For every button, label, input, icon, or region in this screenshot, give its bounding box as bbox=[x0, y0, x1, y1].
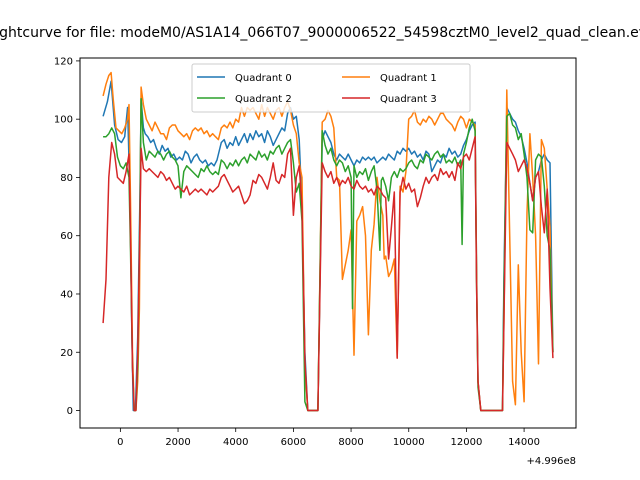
x-tick-label: 14000 bbox=[508, 437, 540, 448]
legend-label-quadrant-0: Quadrant 0 bbox=[235, 73, 292, 84]
series-line-quadrant-1 bbox=[102, 71, 554, 412]
x-offset-label: +4.996e8 bbox=[526, 456, 576, 467]
legend-label-quadrant-3: Quadrant 3 bbox=[380, 94, 437, 105]
series-line-quadrant-0 bbox=[102, 80, 554, 412]
series-line-quadrant-3 bbox=[102, 135, 554, 412]
y-tick-label: 20 bbox=[60, 348, 73, 359]
x-tick-label: 6000 bbox=[281, 437, 306, 448]
chart-title: Lightcurve for file: modeM0/AS1A14_066T0… bbox=[0, 25, 640, 41]
plot-lines bbox=[102, 71, 554, 412]
plot-frame bbox=[79, 57, 577, 429]
y-axis: 0 20 40 60 80 100 120 bbox=[54, 56, 80, 417]
x-tick-label: 8000 bbox=[338, 437, 363, 448]
x-tick-label: 10000 bbox=[393, 437, 425, 448]
legend: Quadrant 0 Quadrant 1 Quadrant 2 Quadrant 3 bbox=[191, 63, 471, 113]
x-tick-label: 0 bbox=[117, 437, 123, 448]
y-tick-label: 60 bbox=[60, 231, 73, 242]
legend-label-quadrant-2: Quadrant 2 bbox=[235, 94, 292, 105]
x-tick-label: 2000 bbox=[165, 437, 190, 448]
x-axis: 0 2000 4000 6000 8000 10000 12000 14000 bbox=[117, 428, 540, 448]
y-tick-label: 80 bbox=[60, 173, 73, 184]
y-tick-label: 120 bbox=[54, 56, 73, 67]
series-line-quadrant-2 bbox=[103, 98, 554, 412]
y-tick-label: 100 bbox=[54, 115, 73, 126]
x-tick-label: 4000 bbox=[223, 437, 248, 448]
x-tick-label: 12000 bbox=[451, 437, 483, 448]
legend-box bbox=[191, 63, 471, 113]
legend-label-quadrant-1: Quadrant 1 bbox=[380, 73, 437, 84]
y-tick-label: 0 bbox=[67, 406, 73, 417]
y-tick-label: 40 bbox=[60, 289, 73, 300]
